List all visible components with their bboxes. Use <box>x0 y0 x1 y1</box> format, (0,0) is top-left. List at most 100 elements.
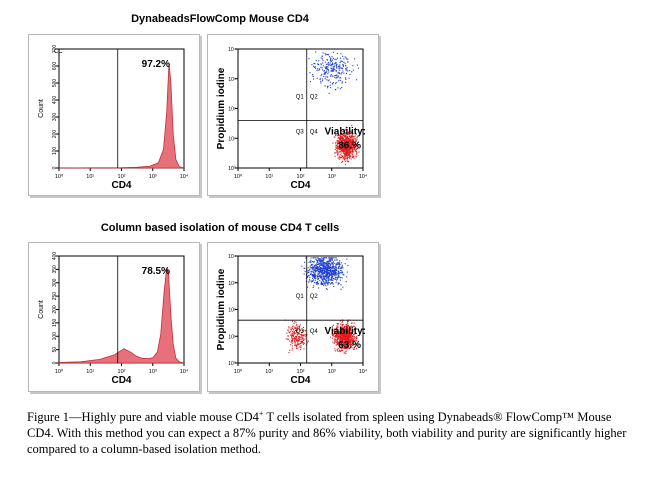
data-point <box>340 132 342 134</box>
data-point <box>353 146 355 148</box>
data-point <box>330 65 332 67</box>
data-point <box>328 63 330 65</box>
data-point <box>348 336 350 338</box>
data-point <box>328 260 330 262</box>
data-point <box>347 141 349 143</box>
data-point <box>327 268 329 270</box>
data-point <box>312 268 314 270</box>
quadrant-label: Q1 <box>296 294 305 300</box>
data-point <box>342 145 344 147</box>
data-point <box>313 282 315 284</box>
data-point <box>285 338 287 340</box>
data-point <box>355 333 357 335</box>
y-tick-label: 350 <box>52 265 58 274</box>
data-point <box>336 339 338 341</box>
data-point <box>352 139 354 141</box>
data-point <box>325 268 327 270</box>
data-point <box>348 325 350 327</box>
viability-value: 86.% <box>338 140 361 151</box>
data-point <box>322 273 324 275</box>
data-point <box>326 277 328 279</box>
data-point <box>345 129 347 131</box>
data-point <box>326 273 328 275</box>
data-point <box>335 70 337 72</box>
data-point <box>311 64 313 66</box>
data-point <box>343 344 345 346</box>
data-point <box>326 79 328 81</box>
data-point <box>337 343 339 345</box>
data-point <box>335 268 337 270</box>
data-point <box>341 138 343 140</box>
data-point <box>340 277 342 279</box>
data-point <box>314 274 316 276</box>
data-point <box>321 273 323 275</box>
data-point <box>321 261 323 263</box>
data-point <box>331 70 333 72</box>
data-point <box>317 278 319 280</box>
data-point <box>339 151 341 153</box>
data-point <box>315 277 317 279</box>
data-point <box>355 340 357 342</box>
data-point <box>310 257 312 259</box>
data-point <box>346 338 348 340</box>
data-point <box>342 330 344 332</box>
data-point <box>347 140 349 142</box>
data-point <box>343 150 345 152</box>
data-point <box>309 278 311 280</box>
data-point <box>341 324 343 326</box>
caption-superscript: + <box>258 409 264 418</box>
data-point <box>332 68 334 70</box>
data-point <box>326 281 328 283</box>
data-point <box>318 263 320 265</box>
data-point <box>348 146 350 148</box>
data-point <box>346 137 348 139</box>
data-point <box>350 341 352 343</box>
y-tick-label: 10⁰ <box>228 166 236 172</box>
data-point <box>349 334 351 336</box>
data-point <box>307 276 309 278</box>
y-tick-label: 10³ <box>228 77 236 83</box>
data-point <box>345 143 347 145</box>
data-point <box>325 66 327 68</box>
data-point <box>347 321 349 323</box>
data-point <box>347 345 349 347</box>
data-point <box>339 338 341 340</box>
data-point <box>343 72 345 74</box>
data-point <box>336 145 338 147</box>
data-point <box>324 278 326 280</box>
data-point <box>291 337 293 339</box>
data-point <box>347 324 349 326</box>
data-point <box>340 67 342 69</box>
data-point <box>296 329 298 331</box>
data-point <box>342 144 344 146</box>
data-point <box>345 352 347 354</box>
data-point <box>304 267 306 269</box>
data-point <box>336 343 338 345</box>
data-point <box>328 270 330 272</box>
data-point <box>353 136 355 138</box>
data-point <box>349 331 351 333</box>
data-point <box>310 267 312 269</box>
data-point <box>325 276 327 278</box>
data-point <box>349 337 351 339</box>
data-point <box>336 338 338 340</box>
data-point <box>349 332 351 334</box>
data-point <box>345 77 347 79</box>
data-point <box>326 71 328 73</box>
data-point <box>316 282 318 284</box>
data-point <box>337 273 339 275</box>
data-point <box>342 286 344 288</box>
data-point <box>353 341 355 343</box>
data-point <box>306 342 308 344</box>
data-point <box>345 135 347 137</box>
data-point <box>319 271 321 273</box>
data-point <box>332 273 334 275</box>
data-point <box>328 282 330 284</box>
quadrant-label: Q2 <box>310 294 319 300</box>
data-point <box>310 265 312 267</box>
data-point <box>345 341 347 343</box>
data-point <box>349 344 351 346</box>
data-point <box>343 144 345 146</box>
data-point <box>339 339 341 341</box>
corner-label: CC <box>54 49 63 55</box>
